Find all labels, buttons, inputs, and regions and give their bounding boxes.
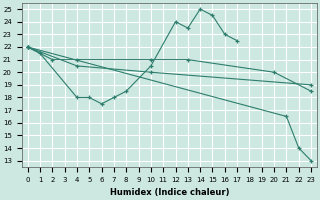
- X-axis label: Humidex (Indice chaleur): Humidex (Indice chaleur): [110, 188, 229, 197]
